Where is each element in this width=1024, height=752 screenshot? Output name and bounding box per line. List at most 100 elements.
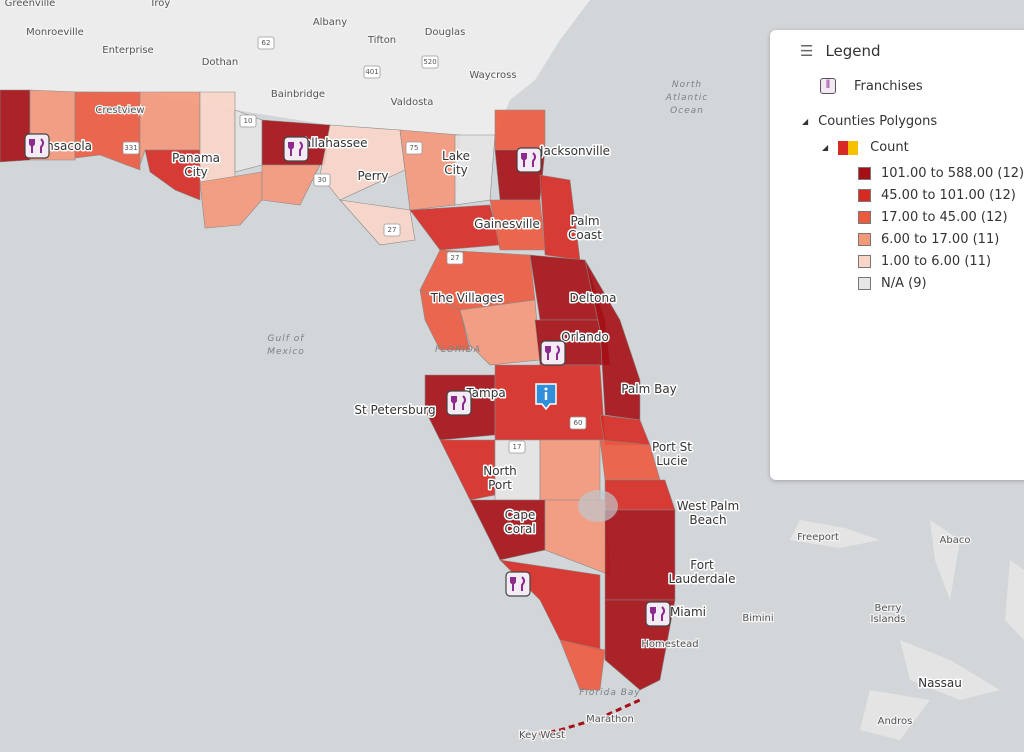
fork-knife: [510, 576, 525, 591]
class-icon: [838, 140, 859, 155]
highway-shield: [313, 173, 331, 187]
label-line: Coral: [504, 522, 535, 536]
highway-shield: [405, 141, 423, 155]
label-line: Beach: [689, 513, 726, 527]
swatch: [858, 277, 871, 290]
marker-box: [645, 601, 671, 627]
franchise-marker[interactable]: [283, 136, 309, 162]
label-line: Deltona: [570, 291, 617, 305]
legend-class: 1.00 to 6.00 (11): [858, 254, 991, 269]
cities-label: Perry: [358, 169, 389, 183]
places-label: Enterprise: [102, 45, 153, 56]
cities-label: Palm Bay: [621, 382, 677, 396]
cities-label: Nassau: [918, 676, 962, 690]
label-line: Enterprise: [102, 45, 153, 56]
label-line: Florida Bay: [579, 688, 641, 698]
cities-label: The Villages: [430, 291, 504, 305]
florida-keys: [519, 698, 641, 740]
sublayer-count[interactable]: ◢ Count: [822, 140, 909, 155]
legend-panel: ☰ Legend ǁ Franchises ◢ Counties Polygon…: [770, 30, 1024, 480]
franchise-marker[interactable]: [24, 133, 50, 159]
highway-shield: [122, 141, 140, 155]
highway-shield: [363, 65, 381, 79]
label-line: Panama: [172, 151, 220, 165]
places-label: Monroeville: [26, 27, 84, 38]
info-pin[interactable]: [535, 383, 557, 411]
places-label: Valdosta: [391, 97, 434, 108]
franchise-marker[interactable]: [645, 601, 671, 627]
shield-number: 17: [513, 443, 522, 451]
water-label: Gulf of Mexico: [267, 334, 305, 357]
label-line: Berry: [875, 603, 902, 614]
shield-number: 27: [388, 226, 397, 234]
shield-number: 520: [423, 58, 436, 66]
class-label: 1.00 to 6.00 (11): [881, 254, 992, 269]
label-line: Bainbridge: [271, 89, 325, 100]
swatch: [858, 233, 871, 246]
shield-number: 10: [244, 117, 253, 125]
shield-number: 62: [262, 39, 271, 47]
label-line: Tallahassee: [298, 136, 368, 150]
places-label: Waycross: [469, 70, 516, 81]
highway-shield: [421, 55, 439, 69]
expand-arrow: ◢: [822, 143, 829, 152]
label-line: FLORIDA: [435, 345, 481, 355]
franchise-marker[interactable]: [540, 340, 566, 366]
label-line: North: [483, 464, 517, 478]
cities-label: Deltona: [570, 291, 617, 305]
places-label: Troy: [149, 0, 171, 9]
highway-shield: [257, 36, 275, 50]
label-line: Dothan: [202, 57, 239, 68]
swatch: [858, 211, 871, 224]
pin-dot: [544, 387, 548, 391]
label-line: Key West: [519, 730, 565, 741]
label-line: Port: [488, 478, 512, 492]
label-line: Douglas: [425, 27, 466, 38]
legend-class: N/A (9): [858, 276, 927, 291]
label-line: Greenville: [5, 0, 56, 9]
franchise-marker[interactable]: [446, 390, 472, 416]
cities-label: West Palm Beach: [677, 499, 739, 527]
cities-label: Fort Lauderdale: [668, 558, 735, 586]
layer-counties[interactable]: ◢ Counties Polygons: [802, 114, 937, 129]
cities-label: Tampa: [465, 386, 505, 400]
layer-franchises[interactable]: ǁ Franchises: [820, 78, 923, 94]
label-line: West Palm: [677, 499, 739, 513]
swatch: [858, 189, 871, 202]
marker-box: [505, 571, 531, 597]
franchise-marker[interactable]: [516, 147, 542, 173]
label-line: Palm Bay: [621, 382, 677, 396]
cities-label: Orlando: [561, 330, 609, 344]
label-line: Waycross: [469, 70, 516, 81]
label-line: Ocean: [670, 106, 704, 116]
islands: [790, 520, 1024, 740]
places-label: Abaco: [940, 535, 971, 546]
label-line: Abaco: [940, 535, 971, 546]
highway-shield: [508, 440, 526, 454]
swatch: [858, 167, 871, 180]
label-line: Bimini: [742, 613, 773, 624]
water-label: FLORIDA: [435, 345, 481, 355]
label-line: Lauderdale: [668, 572, 735, 586]
label-line: Tifton: [367, 35, 396, 46]
places-label: Freeport: [797, 532, 839, 543]
label-line: Atlantic: [665, 93, 708, 103]
label-line: Tampa: [465, 386, 505, 400]
label-line: Coast: [568, 228, 602, 242]
label-line: City: [444, 163, 468, 177]
fork-knife: [545, 345, 560, 360]
places-label: Greenville: [5, 0, 56, 9]
class-label: 6.00 to 17.00 (11): [881, 232, 1000, 247]
label-line: Jacksonville: [539, 144, 610, 158]
marker-box: [446, 390, 472, 416]
legend-header: ☰ Legend: [800, 42, 881, 60]
label-line: Freeport: [797, 532, 839, 543]
fork-knife: [29, 138, 44, 153]
lake-okeechobee: [578, 490, 618, 522]
legend-icon: ☰: [800, 42, 814, 60]
places-label: Tifton: [367, 35, 396, 46]
land-north: [0, 0, 590, 135]
label-line: Perry: [358, 169, 389, 183]
franchise-marker[interactable]: [505, 571, 531, 597]
